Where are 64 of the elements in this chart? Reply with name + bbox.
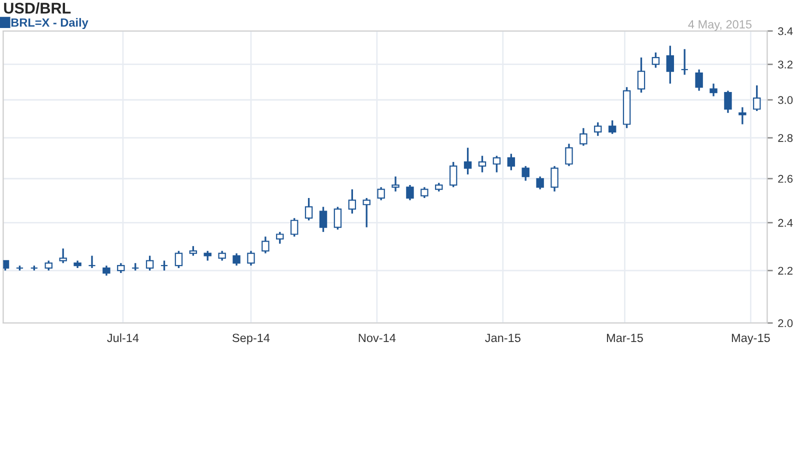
- candlestick: [334, 206, 342, 230]
- candlestick: [348, 188, 356, 214]
- candlestick: [507, 152, 516, 172]
- candlestick: [262, 236, 270, 254]
- candlestick: [565, 142, 573, 167]
- y-tick-label: 3.2: [778, 60, 793, 68]
- candlestick: [608, 120, 616, 135]
- candlestick: [695, 68, 703, 92]
- x-tick-label: Jan-15: [485, 334, 520, 342]
- candlestick: [420, 186, 428, 199]
- candlestick: [88, 254, 96, 269]
- x-tick-label: Sep-14: [232, 334, 270, 344]
- y-tick-label: 2.0: [778, 319, 793, 328]
- candlestick: [232, 252, 240, 266]
- candlestick: [146, 254, 154, 272]
- chart-title: USD/BRL: [4, 2, 71, 14]
- candlestick: [738, 106, 746, 126]
- candlestick: [247, 250, 255, 266]
- candlestick: [536, 176, 544, 190]
- candlestick: [290, 217, 298, 238]
- candlestick: [174, 250, 183, 269]
- candlestick: [492, 154, 501, 174]
- legend-label: BRL=X - Daily: [11, 18, 88, 30]
- candlestick: [362, 197, 370, 228]
- candlestick: [710, 82, 718, 98]
- candlestick: [522, 165, 530, 182]
- candlestick: [666, 44, 674, 84]
- candlestick: [59, 248, 67, 264]
- candlestick: [189, 245, 198, 257]
- x-tick-label: Mar-15: [607, 334, 643, 342]
- candlestick: [276, 231, 284, 245]
- candlestick: [218, 250, 226, 262]
- candlestick: [377, 186, 385, 202]
- y-tick-label: 2.6: [778, 174, 793, 183]
- candlestick: [204, 250, 212, 262]
- y-tick-label: 3.0: [778, 96, 793, 104]
- candlestick: [319, 206, 328, 233]
- candlestick: [594, 122, 602, 137]
- candlestick: [160, 260, 168, 272]
- x-tick-label: Jul-14: [107, 333, 139, 342]
- candlestick: [3, 260, 10, 272]
- candlestick: [392, 176, 400, 192]
- candlestick: [44, 260, 52, 272]
- y-tick-label: 2.2: [778, 266, 793, 275]
- candlestick: [117, 262, 125, 274]
- candlestick: [550, 165, 558, 192]
- candlestick: [102, 264, 110, 276]
- x-tick-label: May-15: [732, 334, 770, 344]
- candlestick: [478, 154, 486, 174]
- candlestick: [753, 84, 761, 112]
- text: 4 May, 2015: [688, 20, 752, 31]
- y-tick-label: 2.4: [778, 218, 793, 227]
- x-tick-label: Nov-14: [358, 334, 396, 342]
- candlestick: [304, 197, 313, 222]
- candlestick: [406, 184, 414, 202]
- candlestick: [724, 90, 732, 114]
- candlestick: [637, 56, 646, 94]
- candlestick: [449, 161, 458, 188]
- candlestick: [652, 52, 660, 69]
- y-tick-label: 3.4: [778, 27, 793, 36]
- candlestick: [580, 127, 588, 147]
- y-tick-label: 2.8: [778, 134, 793, 142]
- candlestick: [464, 146, 472, 176]
- candlestick: [680, 48, 688, 76]
